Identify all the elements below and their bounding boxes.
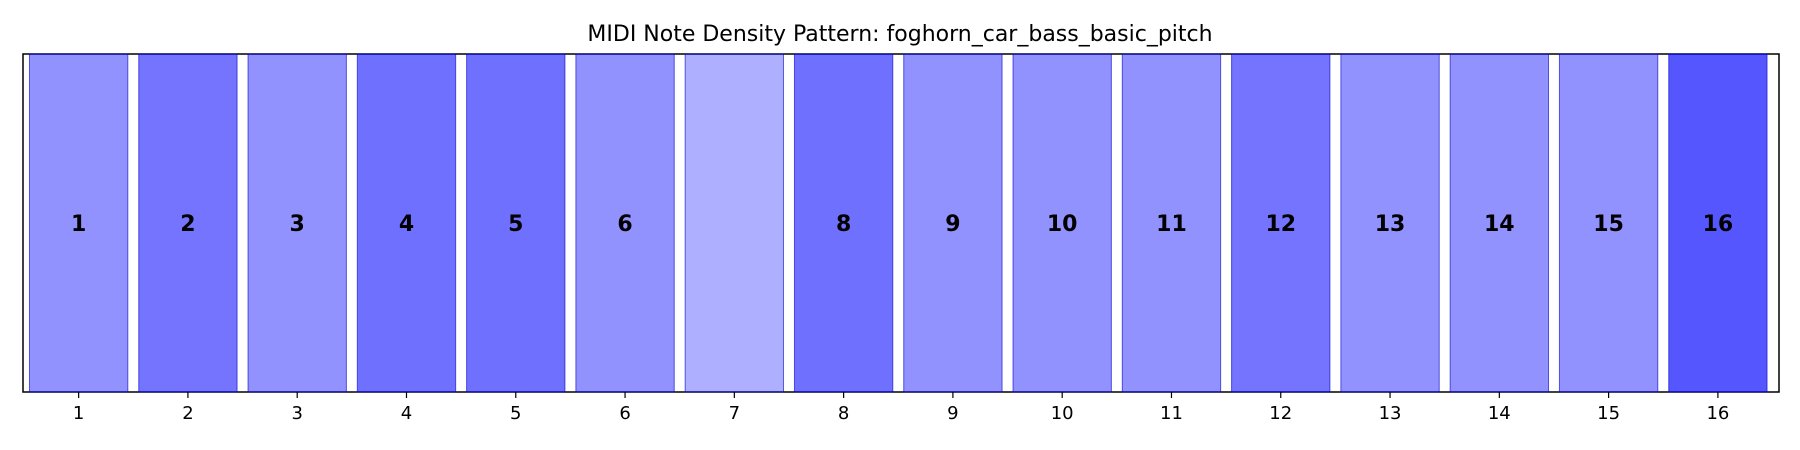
x-tick-label-15: 15: [1597, 403, 1620, 424]
x-tick-label-7: 7: [729, 403, 740, 424]
x-tick-label-11: 11: [1160, 403, 1183, 424]
bar-8: [793, 53, 894, 393]
bar-6: [575, 53, 675, 393]
x-tick-label-9: 9: [947, 403, 958, 424]
bar-10: [1012, 53, 1112, 393]
bar-9: [903, 53, 1003, 393]
bar-2: [138, 53, 238, 393]
bar-label-6: 6: [617, 212, 632, 237]
bar-labels-group: 1 2 3 4 5 6 8 9 10 11 12 13 14 15 16: [71, 212, 1733, 237]
bar-label-9: 9: [945, 212, 960, 237]
bar-label-11: 11: [1156, 212, 1187, 237]
x-tick-label-16: 16: [1706, 403, 1729, 424]
x-tick-label-12: 12: [1269, 403, 1292, 424]
bar-label-4: 4: [399, 212, 414, 237]
bar-label-16: 16: [1703, 212, 1734, 237]
bar-label-13: 13: [1375, 212, 1406, 237]
x-tick-label-2: 2: [182, 403, 193, 424]
bar-16: [1668, 53, 1768, 393]
plot-frame: [22, 53, 1780, 393]
x-tick-label-6: 6: [619, 403, 630, 424]
x-tick-label-8: 8: [838, 403, 849, 424]
bar-15: [1558, 53, 1659, 393]
bar-4: [356, 53, 457, 393]
bars-group: [28, 53, 1768, 393]
x-tick-label-3: 3: [291, 403, 302, 424]
x-tick-label-1: 1: [73, 403, 84, 424]
bar-label-15: 15: [1593, 212, 1624, 237]
bar-label-5: 5: [508, 212, 523, 237]
bar-14: [1449, 53, 1550, 393]
bar-label-3: 3: [290, 212, 305, 237]
bar-label-12: 12: [1265, 212, 1296, 237]
bar-11: [1121, 53, 1222, 393]
bar-label-8: 8: [836, 212, 851, 237]
bar-label-2: 2: [180, 212, 195, 237]
x-tick-label-5: 5: [510, 403, 521, 424]
bar-label-1: 1: [71, 212, 86, 237]
bar-label-10: 10: [1047, 212, 1078, 237]
x-tick-label-13: 13: [1379, 403, 1402, 424]
chart-title: MIDI Note Density Pattern: foghorn_car_b…: [587, 22, 1212, 47]
bar-13: [1340, 53, 1440, 393]
x-tick-label-10: 10: [1051, 403, 1074, 424]
bar-1: [28, 53, 129, 393]
bar-3: [247, 53, 347, 393]
bar-12: [1231, 53, 1331, 393]
bar-label-14: 14: [1484, 212, 1515, 237]
x-tick-label-14: 14: [1488, 403, 1511, 424]
x-tick-label-4: 4: [401, 403, 412, 424]
bar-7: [684, 53, 785, 393]
x-ticks-group: 1 2 3 4 5 6 7 8 9 10 11 12 13 14 15 16: [73, 392, 1729, 424]
